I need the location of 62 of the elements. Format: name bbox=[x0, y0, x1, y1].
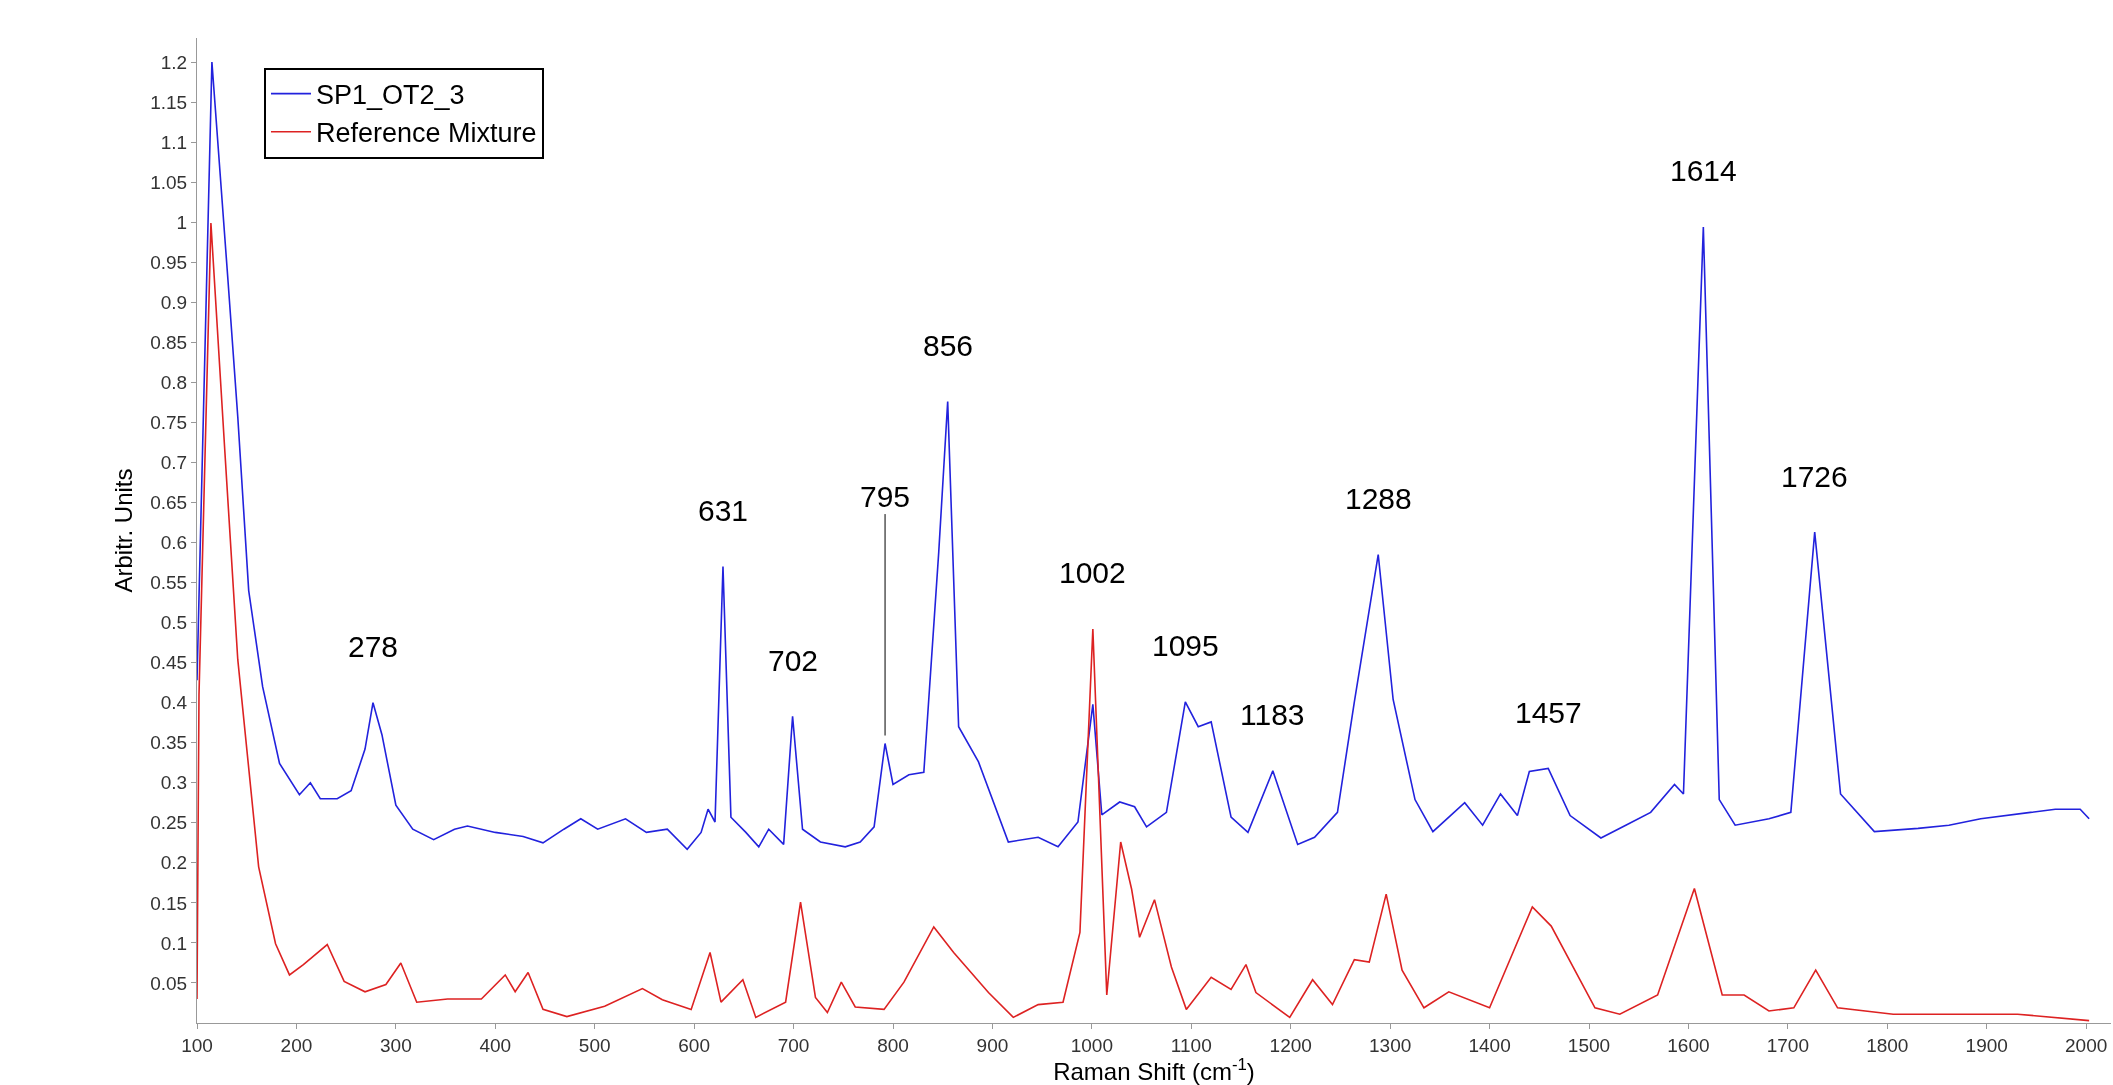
annotation: 1002 bbox=[1059, 556, 1126, 589]
y-tick-label: 1 bbox=[176, 211, 188, 233]
y-tick-label: 0.5 bbox=[160, 612, 188, 634]
y-tick-label: 0.2 bbox=[160, 852, 188, 874]
y-tick-label: 0.45 bbox=[150, 652, 188, 674]
annotation: 795 bbox=[860, 480, 911, 513]
x-tick-label: 1300 bbox=[1369, 1034, 1412, 1056]
annotation: 702 bbox=[768, 644, 819, 677]
x-tick-label: 600 bbox=[678, 1034, 710, 1056]
x-tick-label: 700 bbox=[777, 1034, 810, 1056]
y-tick-label: 0.85 bbox=[150, 331, 188, 353]
y-tick-label: 0.15 bbox=[150, 892, 188, 914]
y-axis-title: Arbitr. Units bbox=[110, 468, 138, 593]
y-tick-label: 1.05 bbox=[150, 171, 188, 193]
annotation: 856 bbox=[923, 329, 974, 362]
y-tick-label: 0.25 bbox=[150, 812, 188, 834]
legend-label: SP1_OT2_3 bbox=[315, 80, 465, 111]
annotation: 1457 bbox=[1515, 696, 1582, 729]
x-tick-label: 900 bbox=[976, 1034, 1009, 1056]
y-tick-label: 0.05 bbox=[150, 972, 188, 994]
y-tick-label: 0.75 bbox=[150, 412, 188, 434]
x-tick-label: 400 bbox=[479, 1034, 512, 1056]
y-tick-label: 1.1 bbox=[160, 131, 188, 153]
y-tick-label: 0.55 bbox=[150, 572, 188, 594]
x-tick-label: 200 bbox=[280, 1034, 313, 1056]
x-tick-label: 1200 bbox=[1269, 1034, 1312, 1056]
y-tick-label: 0.8 bbox=[160, 372, 188, 393]
x-tick-label: 100 bbox=[181, 1034, 213, 1056]
y-tick-label: 0.1 bbox=[160, 932, 188, 954]
line-series bbox=[197, 61, 2090, 851]
annotation: 1288 bbox=[1345, 482, 1412, 515]
y-tick-label: 0.35 bbox=[150, 732, 188, 754]
x-tick-label: 1600 bbox=[1667, 1034, 1710, 1056]
x-tick-label: 1400 bbox=[1468, 1034, 1511, 1056]
x-tick-label: 1100 bbox=[1170, 1034, 1212, 1056]
line-series bbox=[197, 222, 2090, 1022]
x-tick-label: 2000 bbox=[2065, 1034, 2108, 1056]
annotation: 1614 bbox=[1670, 154, 1737, 187]
y-tick-label: 0.65 bbox=[150, 492, 188, 514]
x-tick-label: 800 bbox=[877, 1034, 909, 1056]
x-tick-label: 1800 bbox=[1866, 1034, 1909, 1056]
annotation: 631 bbox=[698, 494, 749, 527]
x-tick-label: 300 bbox=[380, 1034, 412, 1056]
annotation: 278 bbox=[348, 630, 399, 663]
x-tick-label: 1700 bbox=[1766, 1034, 1809, 1056]
y-tick-label: 1.15 bbox=[150, 91, 188, 113]
x-tick-label: 1000 bbox=[1070, 1034, 1113, 1056]
legend-label: Reference Mixture bbox=[315, 118, 537, 149]
y-tick-label: 1.2 bbox=[160, 51, 188, 73]
y-tick-label: 0.95 bbox=[150, 251, 188, 273]
x-tick-label: 1900 bbox=[1965, 1034, 2008, 1056]
y-tick-label: 0.9 bbox=[160, 291, 188, 313]
x-tick-label: 500 bbox=[578, 1034, 611, 1056]
x-tick-label: 1500 bbox=[1567, 1034, 1611, 1056]
y-tick-label: 0.7 bbox=[160, 452, 188, 474]
annotation: 1726 bbox=[1781, 460, 1848, 493]
annotation: 1095 bbox=[1152, 629, 1219, 662]
y-tick-label: 0.3 bbox=[160, 772, 188, 794]
y-tick-label: 0.6 bbox=[160, 532, 188, 554]
y-tick-label: 0.4 bbox=[160, 692, 188, 714]
annotation: 1183 bbox=[1240, 698, 1305, 731]
x-axis-title: Raman Shift (cm$^{-1}$) bbox=[1053, 1054, 1255, 1085]
